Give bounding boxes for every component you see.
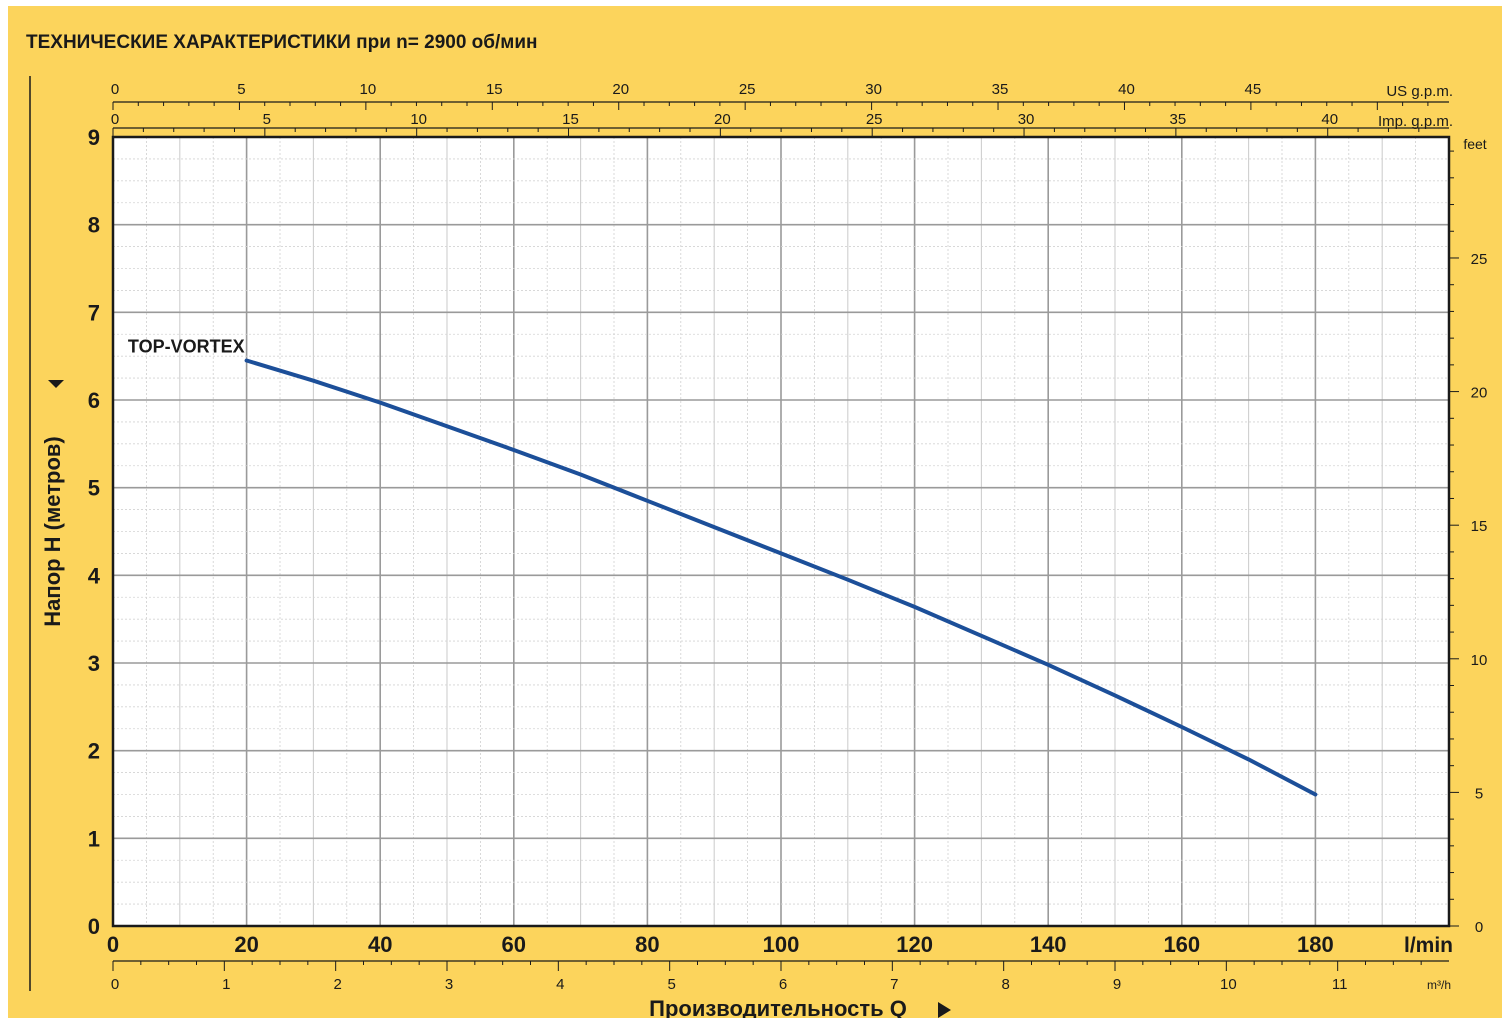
series-point bbox=[779, 551, 783, 556]
imp-tick-label: 35 bbox=[1170, 111, 1187, 128]
imp-unit-label: Imp. g.p.m. bbox=[1378, 113, 1453, 130]
m3h-tick-label: 0 bbox=[111, 976, 119, 993]
us-tick-label: 20 bbox=[612, 81, 629, 98]
feet-tick-label: 0 bbox=[1475, 919, 1483, 936]
m3h-tick-label: 3 bbox=[445, 976, 453, 993]
feet-unit-label: feet bbox=[1463, 136, 1486, 152]
series-point bbox=[846, 578, 850, 582]
feet-tick-label: 20 bbox=[1471, 385, 1488, 402]
m3h-tick-label: 11 bbox=[1332, 976, 1348, 993]
series-point bbox=[311, 379, 315, 383]
m3h-unit-label: m³/h bbox=[1427, 978, 1451, 992]
us-tick-label: 40 bbox=[1118, 81, 1135, 98]
us-tick-label: 10 bbox=[360, 81, 377, 98]
y-tick-label: 9 bbox=[88, 125, 100, 150]
series-point bbox=[979, 634, 984, 638]
chart-panel: ТЕХНИЧЕСКИЕ ХАРАКТЕРИСТИКИ при n= 2900 о… bbox=[8, 6, 1502, 1018]
x-tick-label: 0 bbox=[107, 932, 119, 957]
x-tick-label: 180 bbox=[1297, 932, 1334, 957]
imp-tick-label: 15 bbox=[562, 111, 579, 128]
imp-tick-label: 40 bbox=[1321, 111, 1338, 128]
feet-tick-label: 25 bbox=[1471, 251, 1488, 268]
imp-tick-label: 30 bbox=[1018, 111, 1035, 128]
us-tick-label: 25 bbox=[739, 81, 756, 98]
m3h-tick-label: 9 bbox=[1113, 976, 1121, 993]
x-tick-label: 20 bbox=[234, 932, 258, 957]
y-tick-label: 5 bbox=[88, 476, 100, 501]
us-unit-label: US g.p.m. bbox=[1386, 83, 1453, 100]
y-tick-label: 1 bbox=[88, 826, 100, 851]
y-tick-label: 3 bbox=[88, 651, 100, 676]
series-point bbox=[512, 448, 516, 452]
y-tick-label: 2 bbox=[88, 739, 100, 764]
series-point bbox=[1113, 693, 1117, 698]
us-tick-label: 45 bbox=[1245, 81, 1262, 98]
y-tick-label: 4 bbox=[88, 563, 101, 588]
y-tick-label: 0 bbox=[88, 914, 100, 939]
x-axis-label: Производительность Q bbox=[649, 996, 907, 1018]
imp-tick-label: 10 bbox=[410, 111, 427, 128]
series-point bbox=[445, 424, 449, 428]
series-point bbox=[245, 358, 249, 363]
m3h-tick-label: 4 bbox=[556, 976, 564, 993]
x-tick-label: 100 bbox=[763, 932, 800, 957]
feet-tick-label: 5 bbox=[1475, 785, 1483, 802]
series-point bbox=[1313, 792, 1317, 797]
y-axis-arrow-icon bbox=[48, 380, 64, 388]
m3h-tick-label: 6 bbox=[779, 976, 787, 993]
chart-title: ТЕХНИЧЕСКИЕ ХАРАКТЕРИСТИКИ при n= 2900 о… bbox=[26, 32, 538, 53]
series-point bbox=[1180, 725, 1184, 729]
x-unit-label: l/min bbox=[1404, 934, 1453, 957]
series-point bbox=[378, 401, 382, 405]
us-tick-label: 35 bbox=[992, 81, 1009, 98]
imp-tick-label: 5 bbox=[263, 111, 271, 128]
x-tick-label: 120 bbox=[896, 932, 933, 957]
series-point bbox=[1046, 663, 1050, 667]
series-point bbox=[1247, 757, 1251, 762]
m3h-tick-label: 7 bbox=[890, 976, 898, 993]
x-axis-arrow-icon bbox=[938, 1002, 951, 1018]
series-point bbox=[645, 499, 650, 503]
us-tick-label: 15 bbox=[486, 81, 503, 98]
m3h-tick-label: 8 bbox=[1001, 976, 1009, 993]
imp-tick-label: 25 bbox=[866, 111, 883, 128]
imp-tick-label: 20 bbox=[714, 111, 731, 128]
y-tick-label: 7 bbox=[88, 300, 100, 325]
x-tick-label: 140 bbox=[1030, 932, 1067, 957]
x-tick-label: 40 bbox=[368, 932, 392, 957]
us-tick-label: 5 bbox=[237, 81, 245, 98]
y-axis-label: Напор H (метров) bbox=[40, 436, 65, 626]
series-point bbox=[913, 605, 917, 609]
m3h-tick-label: 1 bbox=[222, 976, 230, 993]
y-tick-label: 8 bbox=[88, 213, 100, 238]
us-tick-label: 30 bbox=[865, 81, 882, 98]
x-tick-label: 80 bbox=[635, 932, 659, 957]
m3h-tick-label: 5 bbox=[667, 976, 675, 993]
series-point bbox=[712, 525, 716, 529]
us-tick-label: 0 bbox=[111, 81, 119, 98]
series-point bbox=[579, 472, 583, 477]
y-tick-label: 6 bbox=[88, 388, 100, 413]
feet-tick-label: 10 bbox=[1471, 652, 1488, 669]
plot-frame bbox=[111, 135, 1451, 928]
series-label: TOP-VORTEX bbox=[128, 337, 245, 357]
m3h-tick-label: 2 bbox=[333, 976, 341, 993]
feet-tick-label: 15 bbox=[1471, 518, 1488, 535]
m3h-tick-label: 10 bbox=[1220, 976, 1237, 993]
x-tick-label: 160 bbox=[1163, 932, 1200, 957]
imp-tick-label: 0 bbox=[111, 111, 119, 128]
x-tick-label: 60 bbox=[502, 932, 526, 957]
